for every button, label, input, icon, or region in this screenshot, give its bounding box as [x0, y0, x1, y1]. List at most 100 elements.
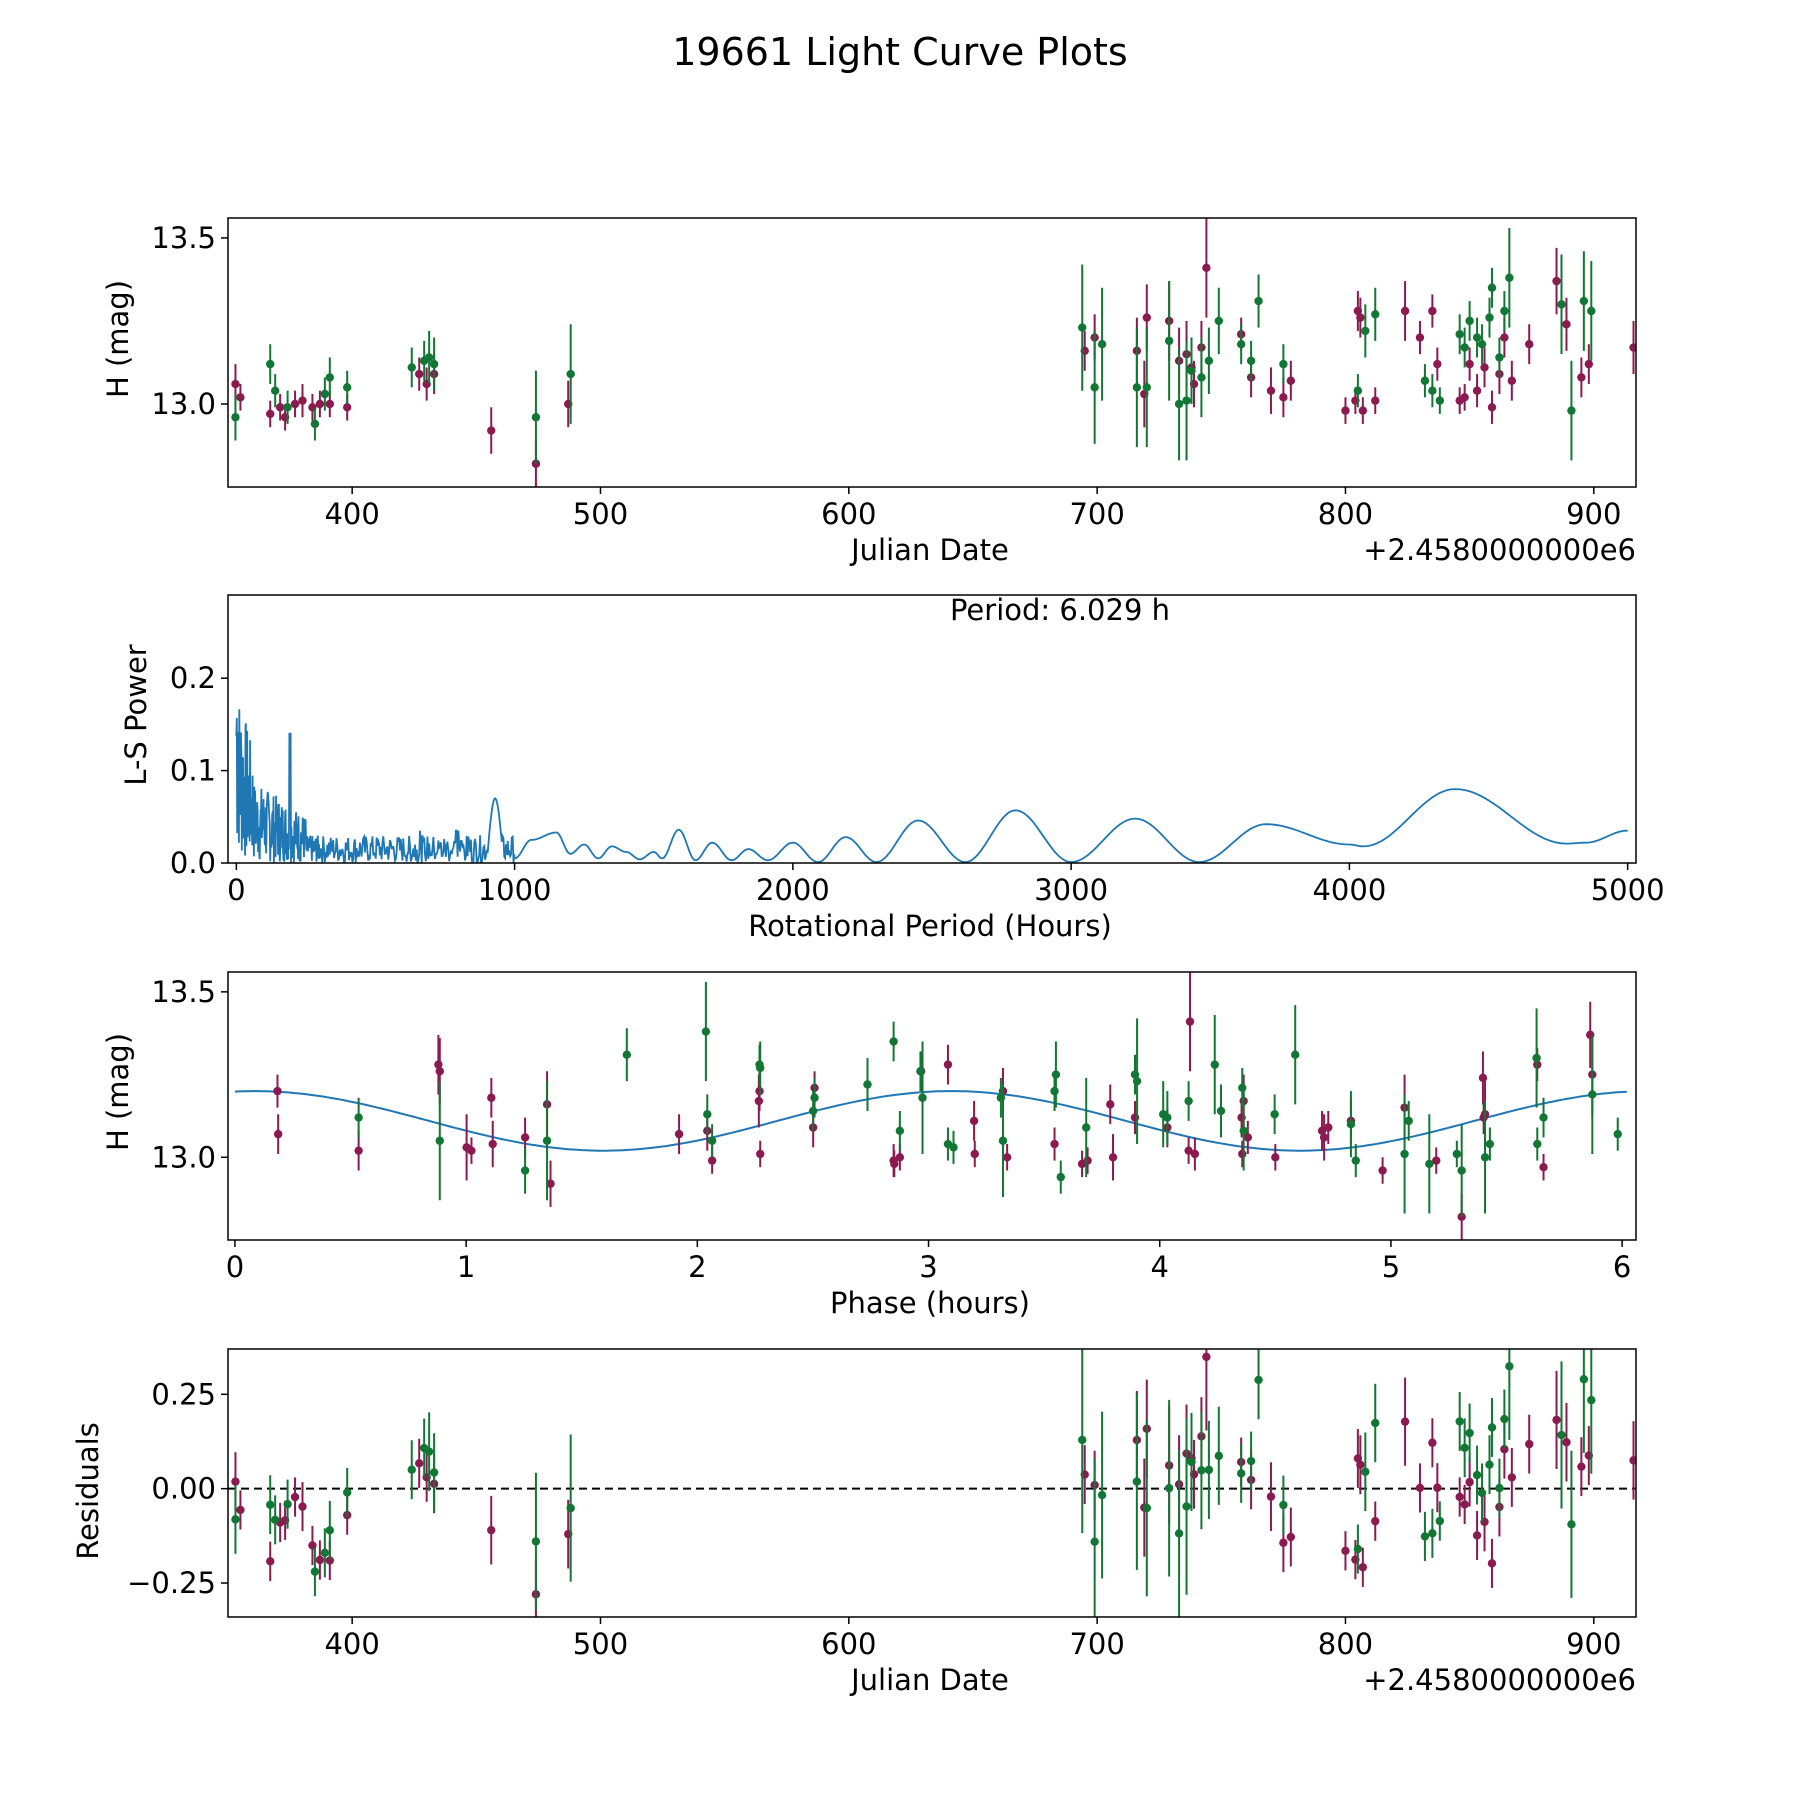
filter-c-point	[1420, 376, 1430, 385]
filter-o-residual-point	[1433, 1483, 1442, 1492]
filter-o-phased-point	[889, 1156, 898, 1165]
filter-c-residual-point	[1132, 1477, 1142, 1486]
filter-o-phased-point	[969, 1116, 979, 1126]
filter-c-phased-point	[622, 1050, 632, 1059]
filter-c-residual-point	[1279, 1500, 1288, 1510]
filter-o-phased-point	[546, 1179, 555, 1188]
filter-c-phased-point	[1613, 1129, 1622, 1139]
filter-o-residual-point	[1286, 1532, 1296, 1542]
filter-o-phased-point	[707, 1156, 717, 1165]
filter-c-residual-point	[1204, 1465, 1214, 1475]
filter-c-point	[1472, 333, 1482, 342]
filter-c-residual-point	[1487, 1423, 1497, 1432]
filter-c-point	[1435, 396, 1445, 405]
filter-c-residual-point	[1455, 1417, 1464, 1426]
filter-c-residual-point	[1142, 1503, 1152, 1513]
residuals-xtick-label: 900	[1566, 1627, 1621, 1661]
filter-o-phased-point	[462, 1143, 471, 1152]
filter-c-point	[1197, 373, 1206, 382]
filter-c-phased-point	[1238, 1083, 1247, 1093]
filter-o-phased-point	[1108, 1153, 1118, 1162]
light-curve-xtick-label: 400	[324, 497, 379, 531]
filter-o-residual-point	[325, 1556, 335, 1565]
filter-o-residual-point	[298, 1502, 307, 1511]
light-curve-xtick-label: 700	[1069, 497, 1124, 531]
filter-o-residual-point	[1356, 1460, 1365, 1469]
light-curve-xtick-label: 600	[821, 497, 876, 531]
filter-o-phased-point	[756, 1149, 765, 1159]
filter-o-phased-point	[1185, 1017, 1195, 1026]
figure-title: 19661 Light Curve Plots	[672, 30, 1127, 74]
filter-c-residual-point	[1236, 1469, 1246, 1478]
filter-o-point	[1415, 333, 1425, 342]
filter-o-phased-point	[1238, 1149, 1247, 1159]
filter-o-point	[1428, 306, 1437, 316]
filter-c-residual-point	[1090, 1537, 1099, 1546]
filter-c-phased-point	[1425, 1159, 1434, 1169]
filter-o-residual-point	[1487, 1559, 1497, 1568]
filter-o-point	[1460, 393, 1469, 402]
filter-c-residual-point	[342, 1488, 352, 1497]
filter-o-phased-point	[1457, 1212, 1466, 1222]
filter-c-residual-point	[283, 1499, 292, 1509]
filter-o-residual-point	[1552, 1415, 1561, 1425]
periodogram-xtick-label: 2000	[756, 873, 830, 907]
filter-c-residual-point	[1371, 1418, 1380, 1428]
filter-c-phased-point	[1050, 1086, 1059, 1096]
filter-o-point	[415, 369, 424, 379]
filter-o-phased-point	[273, 1086, 282, 1096]
phased-curve-xtick-label: 3	[919, 1250, 937, 1284]
filter-o-point	[1507, 376, 1517, 385]
filter-c-phased-point	[895, 1126, 905, 1136]
filter-o-point	[487, 426, 496, 435]
filter-o-phased-point	[1478, 1073, 1488, 1083]
residuals-ytick-label: −0.25	[127, 1566, 216, 1600]
filter-c-residual-point	[320, 1548, 330, 1558]
filter-o-residual-point	[1358, 1563, 1368, 1572]
filter-o-residual-point	[1472, 1531, 1482, 1540]
filter-o-residual-point	[1507, 1473, 1517, 1482]
filter-o-phased-point	[1378, 1166, 1387, 1175]
filter-o-point	[1356, 313, 1365, 322]
filter-o-point	[315, 399, 325, 409]
filter-c-phased-point	[1346, 1119, 1356, 1129]
light-curve-axes-frame	[227, 217, 1637, 488]
periodogram-xtick-label: 5000	[1591, 873, 1665, 907]
filter-c-point	[1254, 296, 1263, 306]
filter-c-phased-point	[1457, 1166, 1466, 1175]
filter-o-point	[1358, 406, 1368, 415]
periodogram-plot-area	[235, 709, 1628, 863]
filter-c-point	[325, 373, 335, 382]
filter-o-residual-point	[1465, 1477, 1474, 1487]
light-curve-ytick-label: 13.0	[151, 387, 216, 421]
filter-o-point	[1400, 306, 1410, 316]
filter-c-point	[1587, 306, 1596, 316]
filter-c-point	[1428, 386, 1437, 395]
residuals-plot-area	[228, 1349, 1636, 1617]
filter-o-point	[1584, 359, 1594, 369]
filter-o-phased-point	[1324, 1123, 1333, 1132]
filter-c-residual-point	[1197, 1466, 1206, 1475]
periodogram-ylabel: L-S Power	[119, 644, 153, 785]
filter-c-point	[1164, 336, 1174, 346]
filter-c-residual-point	[1460, 1443, 1469, 1453]
filter-c-phased-point	[1539, 1113, 1548, 1122]
filter-o-point	[325, 399, 335, 409]
periodogram-ytick-label: 0.2	[170, 661, 216, 695]
filter-c-point	[1485, 313, 1494, 322]
filter-o-point	[290, 399, 300, 409]
filter-o-phased-point	[1243, 1133, 1253, 1142]
filter-c-residual-point	[1428, 1529, 1437, 1538]
filter-c-residual-point	[270, 1515, 280, 1525]
residuals-axes-frame	[227, 1348, 1637, 1618]
filter-c-phased-point	[998, 1136, 1008, 1145]
filter-c-phased-point	[1400, 1149, 1409, 1159]
filter-o-residual-point	[1500, 1445, 1509, 1454]
filter-c-phased-point	[703, 1110, 712, 1119]
filter-o-point	[342, 403, 352, 412]
filter-c-phased-point	[1184, 1096, 1193, 1106]
filter-c-residual-point	[1214, 1451, 1224, 1461]
filter-c-phased-point	[701, 1027, 711, 1036]
filter-o-point	[1500, 333, 1509, 342]
filter-c-phased-point	[542, 1136, 552, 1145]
